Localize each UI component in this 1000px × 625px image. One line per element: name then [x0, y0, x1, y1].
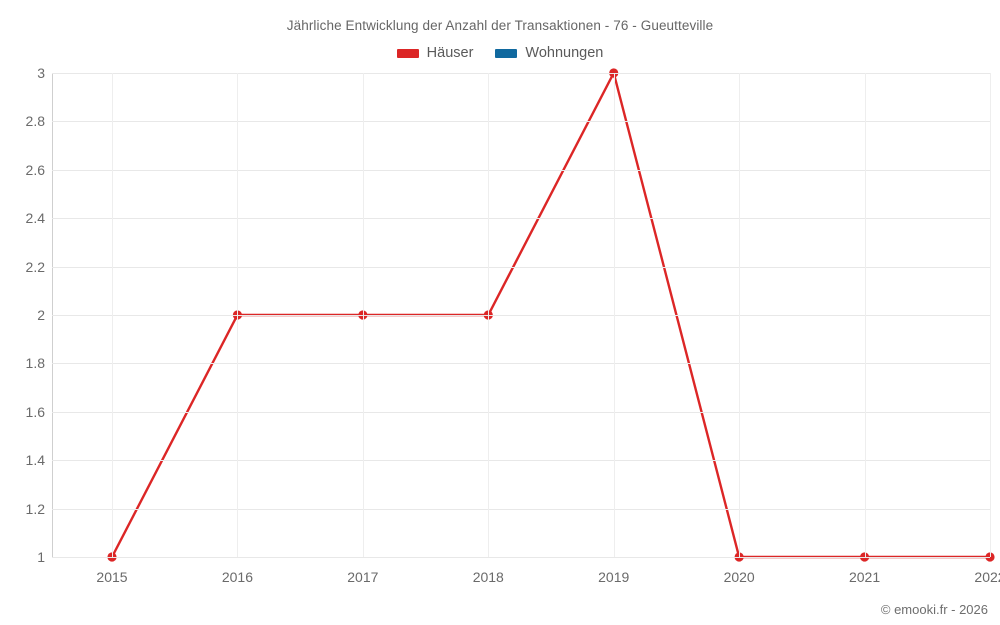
footer-credit: © emooki.fr - 2026	[880, 602, 988, 617]
legend-swatch-hauser-icon	[396, 48, 419, 58]
y-axis-tick-label: 3	[37, 65, 45, 81]
gridline-vertical	[112, 73, 113, 557]
x-axis-tick-label: 2017	[347, 569, 379, 585]
gridline-vertical	[990, 73, 991, 557]
y-axis-tick-label: 1.4	[25, 452, 45, 469]
gridline-horizontal	[52, 508, 990, 510]
y-axis-tick-label: 2	[37, 307, 45, 323]
x-axis-tick-label: 2019	[598, 569, 630, 585]
gridline-horizontal	[52, 266, 990, 268]
legend-swatch-wohnungen-icon	[495, 48, 518, 58]
legend-label-hauser: Häuser	[426, 45, 474, 61]
y-axis-tick-label: 2.2	[25, 258, 45, 275]
x-axis-tick-label: 2020	[723, 569, 755, 585]
y-axis-tick-label: 1.8	[25, 355, 45, 372]
gridline-horizontal	[52, 557, 990, 558]
gridline-horizontal	[52, 460, 990, 462]
gridline-vertical	[362, 73, 364, 557]
x-axis-tick-label: 2022	[974, 569, 1000, 585]
gridline-horizontal	[52, 315, 990, 316]
gridline-vertical	[739, 73, 741, 557]
chart-legend: Häuser Wohnungen	[0, 45, 1000, 61]
x-axis-tick-label: 2018	[472, 569, 504, 585]
gridline-horizontal	[52, 363, 990, 365]
y-axis-tick-label: 2.8	[25, 113, 45, 130]
chart-title: Jährliche Entwicklung der Anzahl der Tra…	[286, 18, 714, 33]
gridline-horizontal	[52, 169, 990, 171]
y-axis-tick-label: 2.6	[25, 161, 45, 178]
data-point-marker[interactable]	[985, 552, 995, 562]
gridline-vertical	[488, 73, 490, 557]
gridline-vertical	[613, 73, 615, 557]
gridline-vertical	[237, 73, 239, 557]
plot-area: 1 1.2 1.4 1.6 1.8 2 2.2 2.4 2.6 2.8 3 2015 2016 2017 2…	[26, 65, 1000, 585]
gridline-horizontal	[52, 121, 990, 123]
y-axis-tick-label: 2.4	[25, 210, 45, 227]
y-axis-tick-label: 1	[37, 549, 45, 565]
gridline-vertical	[864, 73, 866, 557]
gridline-horizontal	[52, 411, 990, 413]
gridline-horizontal	[52, 218, 990, 220]
y-axis-tick-label: 1.2	[25, 500, 45, 517]
legend-item-wohnungen[interactable]: Wohnungen	[495, 45, 603, 61]
x-axis-tick-label: 2015	[96, 569, 128, 585]
y-axis-tick-label: 1.6	[25, 403, 45, 420]
x-axis-tick-label: 2016	[221, 569, 253, 585]
gridline-horizontal	[52, 73, 990, 74]
legend-label-wohnungen: Wohnungen	[525, 45, 604, 61]
x-axis-tick-label: 2021	[848, 569, 881, 585]
legend-item-hauser[interactable]: Häuser	[396, 45, 474, 61]
